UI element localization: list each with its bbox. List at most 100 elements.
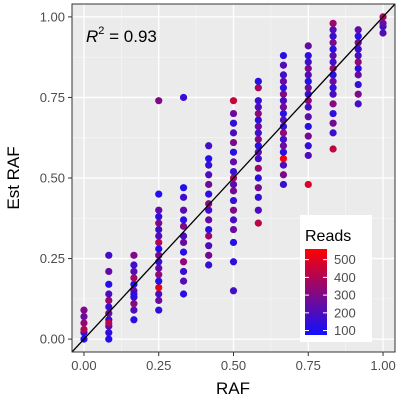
data-point <box>304 51 312 60</box>
data-point <box>279 142 288 150</box>
data-point <box>155 232 163 240</box>
data-point <box>254 142 262 150</box>
data-point <box>254 184 262 192</box>
data-point <box>379 29 387 37</box>
data-point <box>304 113 312 121</box>
data-point <box>155 213 163 221</box>
data-point <box>279 51 288 60</box>
data-point <box>155 190 163 198</box>
data-point <box>80 325 88 334</box>
data-point <box>329 90 337 98</box>
data-point <box>130 300 138 308</box>
data-point <box>304 180 312 189</box>
data-point <box>229 129 238 137</box>
data-point <box>105 329 113 337</box>
data-point <box>279 90 288 98</box>
data-point <box>155 206 163 214</box>
data-point <box>354 58 362 66</box>
data-point <box>254 135 262 143</box>
data-point <box>105 296 113 305</box>
data-point <box>329 71 337 79</box>
data-point <box>329 145 337 153</box>
data-point <box>279 103 288 111</box>
data-point <box>329 19 337 27</box>
legend-title: Reads <box>305 228 351 245</box>
r-squared-annotation: R2 = 0.93 <box>86 25 157 46</box>
data-point <box>105 303 113 311</box>
data-point <box>254 77 262 85</box>
y-tick-label: 0.00 <box>40 332 65 347</box>
data-point <box>329 26 337 34</box>
data-point <box>205 251 213 259</box>
data-point <box>304 103 312 111</box>
data-point <box>179 93 188 102</box>
data-point <box>354 51 362 60</box>
y-tick-label: 0.75 <box>40 90 65 105</box>
data-point <box>329 129 337 137</box>
data-point <box>105 267 113 276</box>
data-point <box>254 84 262 92</box>
y-tick-label: 0.50 <box>40 171 65 186</box>
data-point <box>254 116 262 124</box>
data-point <box>254 219 262 227</box>
data-point <box>179 267 188 276</box>
legend-label: 300 <box>334 288 356 303</box>
data-point <box>379 19 387 27</box>
data-point <box>80 319 88 327</box>
data-point <box>329 109 337 118</box>
data-point <box>229 258 238 266</box>
data-point <box>205 225 213 234</box>
data-point <box>80 312 88 321</box>
data-point <box>229 287 238 295</box>
data-point <box>254 206 262 214</box>
data-point <box>354 90 362 98</box>
data-point <box>205 190 213 198</box>
data-point <box>179 290 188 298</box>
data-point <box>354 45 362 53</box>
data-point <box>304 122 312 131</box>
data-point <box>329 77 337 85</box>
data-point <box>205 216 213 224</box>
data-point <box>205 206 213 214</box>
data-point <box>254 109 262 118</box>
data-point <box>130 306 138 314</box>
data-point <box>80 306 88 314</box>
identity-line <box>72 4 395 352</box>
data-point <box>130 274 138 282</box>
legend-label: 200 <box>334 305 356 320</box>
data-point <box>254 164 262 172</box>
data-point <box>229 138 238 147</box>
data-point <box>329 58 337 66</box>
data-point <box>229 225 238 234</box>
data-point <box>279 71 288 79</box>
data-point <box>354 26 362 34</box>
data-point <box>304 132 312 140</box>
data-point <box>130 290 138 298</box>
data-point <box>105 335 113 343</box>
data-point <box>229 148 238 156</box>
data-point <box>279 148 288 156</box>
data-point <box>229 196 238 205</box>
data-point <box>155 238 163 247</box>
data-point <box>329 32 337 40</box>
data-point <box>179 248 188 256</box>
data-point <box>155 264 163 272</box>
data-point <box>354 64 362 73</box>
data-point <box>205 261 213 269</box>
data-point <box>329 64 337 73</box>
data-point <box>254 97 262 105</box>
data-point <box>130 267 138 276</box>
x-axis-title: RAF <box>216 379 250 398</box>
data-point <box>205 161 213 169</box>
data-point <box>354 32 362 40</box>
data-point <box>105 319 113 327</box>
r-squared-superscript: 2 <box>98 25 104 37</box>
data-point <box>179 277 188 285</box>
data-point <box>329 45 337 53</box>
data-point <box>304 151 312 160</box>
data-point <box>179 222 188 230</box>
data-point <box>279 180 288 189</box>
data-point <box>105 251 113 259</box>
y-tick-label: 0.25 <box>40 251 65 266</box>
